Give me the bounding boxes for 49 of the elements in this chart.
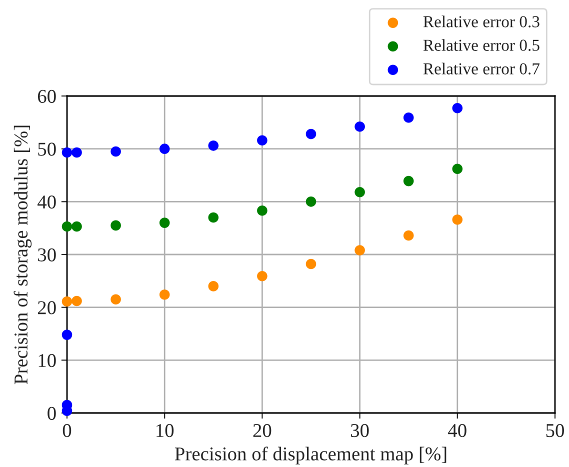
legend-label: Relative error 0.7 — [423, 62, 540, 75]
point — [208, 140, 219, 151]
point — [159, 144, 170, 154]
x-tick-label: 30 — [351, 424, 369, 438]
point — [208, 212, 219, 223]
y-tick-label: 10 — [38, 354, 56, 368]
point — [354, 245, 365, 256]
point — [110, 294, 121, 305]
point — [257, 271, 268, 282]
y-tick-label: 20 — [38, 301, 56, 314]
point — [306, 258, 316, 270]
y-tick-label: 50 — [38, 142, 56, 156]
point — [306, 128, 316, 140]
point — [354, 121, 365, 132]
x-tick-label: 0 — [62, 424, 72, 438]
legend-label: Relative error 0.5 — [423, 39, 540, 51]
point — [159, 218, 170, 228]
point — [110, 220, 121, 231]
y-tick-label: 60 — [38, 90, 56, 103]
x-tick-label: 50 — [546, 424, 564, 438]
legend-label: Relative error 0.3 — [423, 16, 540, 28]
x-axis-title: Precision of displacement map [%] — [174, 446, 446, 464]
x-tick-label: 10 — [156, 424, 174, 438]
point — [257, 206, 268, 216]
point — [110, 146, 121, 157]
point — [403, 230, 414, 241]
point — [257, 135, 268, 146]
point — [403, 176, 414, 186]
point — [403, 112, 414, 123]
point — [62, 147, 72, 158]
y-tick-label: 40 — [38, 195, 56, 209]
point — [452, 214, 463, 225]
point — [62, 221, 72, 232]
x-tick-label: 20 — [253, 424, 272, 438]
point — [159, 290, 170, 300]
point — [62, 296, 72, 307]
x-tick-label: 40 — [448, 424, 466, 438]
point — [208, 281, 219, 292]
y-tick-label: 30 — [38, 248, 56, 262]
point — [452, 164, 463, 174]
point — [306, 196, 316, 207]
point — [452, 103, 463, 114]
point — [72, 296, 82, 306]
y-tick-label: 0 — [48, 406, 56, 420]
point — [72, 221, 82, 232]
point — [62, 330, 72, 340]
point — [72, 147, 82, 158]
point — [354, 187, 365, 198]
y-axis-title: Precision of storage modulus [%] — [14, 126, 32, 384]
